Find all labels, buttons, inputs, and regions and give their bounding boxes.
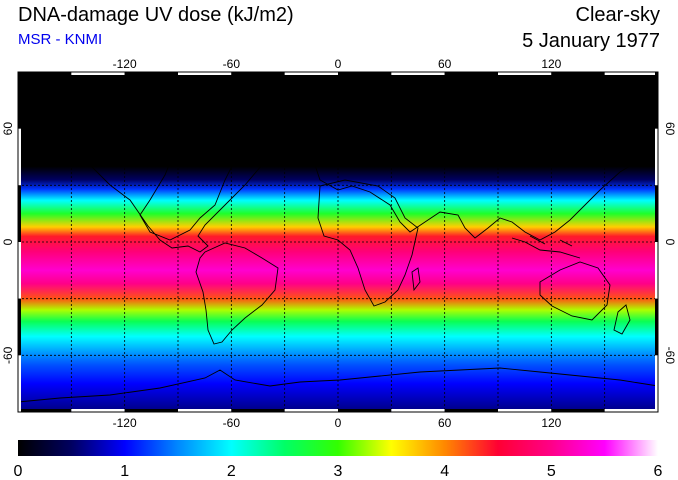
frame-segment [604,72,658,75]
frame-segment [124,72,178,75]
indonesia-coastline [511,235,581,259]
frame-segment [284,72,338,75]
sky-condition-label: Clear-sky [575,4,660,26]
south-america-coastline [195,242,279,345]
frame-segment [178,72,232,75]
colorbar-label: 2 [227,463,236,480]
frame-segment [18,185,21,242]
lon-tick-label-top: -120 [113,57,137,71]
lat-tick-label-right: -60 [663,347,677,365]
lon-tick-label-top: 0 [335,57,342,71]
lon-tick-label-top: -60 [223,57,241,71]
frame-segment [655,128,658,186]
frame-segment [655,72,658,129]
colorbar-label: 5 [547,463,556,480]
frame-segment [284,409,338,412]
frame-segment [655,242,658,299]
colorbar-labels: 0 1 2 3 4 5 6 [14,463,663,480]
lat-tick-label-left: 0 [1,238,15,245]
frame-segment [551,72,605,75]
frame-segment [391,72,445,75]
new-zealand-coastline [613,304,631,335]
frame-segment [655,355,658,412]
lon-tick-label-top: 120 [541,57,561,71]
frame-segment [444,72,498,75]
frame-segment [231,409,285,412]
frame-segment [444,409,498,412]
frame-segment [498,72,552,75]
frame-segment [18,72,21,129]
eurasia-coastline [314,85,658,241]
australia-coastline [539,261,611,321]
frame-segment [18,409,72,412]
frame-segment [178,409,232,412]
lat-tick-label-left: 60 [1,122,15,136]
lat-tick-label-right: 0 [663,239,677,246]
lat-tick-label-right: 60 [663,122,677,136]
frame-ticks [18,72,658,412]
frame-segment [18,242,21,299]
colorbar-label: 1 [120,463,129,480]
lat-tick-label-left: -60 [1,346,15,364]
colorbar-label: 4 [440,463,449,480]
frame-segment [338,72,392,75]
frame-segment [18,72,72,75]
frame-segment [71,409,125,412]
frame-segment [124,409,178,412]
colorbar: 0 1 2 3 4 5 6 [14,440,663,480]
antarctica-coastline [18,367,658,403]
north-america-coastline [18,94,321,253]
map-panel: -120 -120 -60 -60 0 0 60 60 120 120 60 60 0 0 -60 -60 [1,57,677,430]
frame-segment [18,298,21,356]
lon-tick-label-top: 60 [438,57,452,71]
colorbar-label: 0 [14,463,23,480]
colorbar-label: 3 [334,463,343,480]
frame-segment [231,72,285,75]
colorbar-scale [18,440,658,456]
axis-tick-labels: -120 -120 -60 -60 0 0 60 60 120 120 60 60 0 0 -60 -60 [1,57,677,430]
frame-segment [551,409,605,412]
frame-segment [498,409,552,412]
frame-segment [18,355,21,412]
frame-segment [338,409,392,412]
lon-tick-label-bottom: -60 [223,416,241,430]
frame-segment [655,298,658,356]
map-frame [17,71,659,413]
frame-segment [391,409,445,412]
frame-segment [604,409,658,412]
lon-tick-label-bottom: 0 [335,416,342,430]
frame-segment [71,72,125,75]
date-label: 5 January 1977 [522,30,660,52]
lon-tick-label-bottom: -120 [113,416,137,430]
graticule [18,72,658,412]
source-label: MSR - KNMI [18,31,103,48]
frame-segment [655,185,658,242]
map-title: DNA-damage UV dose (kJ/m2) [18,4,294,26]
lon-tick-label-bottom: 120 [541,416,561,430]
madagascar-coastline [411,267,421,292]
colorbar-label: 6 [654,463,663,480]
frame-segment [18,128,21,186]
lon-tick-label-bottom: 60 [438,416,452,430]
